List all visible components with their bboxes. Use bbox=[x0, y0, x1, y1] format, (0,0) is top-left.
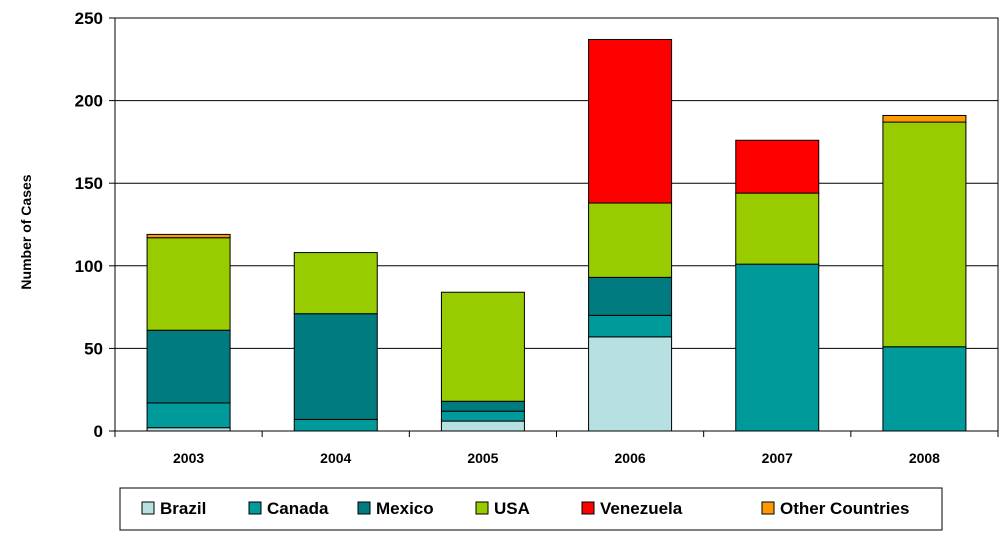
y-tick-label-250: 250 bbox=[75, 9, 103, 28]
bar-2005-canada bbox=[440, 410, 525, 422]
bar-2005-brazil bbox=[440, 420, 525, 432]
bar-2007-canada bbox=[735, 263, 820, 432]
bar-2004-usa bbox=[293, 252, 378, 315]
bar-2008-other-countries bbox=[882, 114, 967, 123]
legend-swatch-brazil bbox=[141, 501, 155, 515]
legend: Brazil Canada Mexico USA Venezuela Other Coun… bbox=[119, 487, 943, 531]
y-axis-title: Number of Cases bbox=[18, 174, 34, 289]
legend-label-mexico: Mexico bbox=[376, 499, 434, 518]
legend-swatch-canada bbox=[248, 501, 262, 515]
y-tick-label-200: 200 bbox=[75, 92, 103, 111]
bar-2005-usa bbox=[440, 291, 525, 402]
legend-swatch-venezuela bbox=[581, 501, 595, 515]
x-tick-label-2008: 2008 bbox=[909, 450, 940, 466]
x-tick-label-2005: 2005 bbox=[467, 450, 498, 466]
bar-2006-canada bbox=[588, 314, 673, 338]
bar-2003-mexico bbox=[146, 329, 231, 404]
bar-2003-other-countries bbox=[146, 233, 231, 239]
x-tick-label-2003: 2003 bbox=[173, 450, 204, 466]
plot-area-border bbox=[114, 17, 999, 432]
legend-swatch-other-countries bbox=[761, 501, 775, 515]
legend-label-venezuela: Venezuela bbox=[600, 499, 683, 518]
legend-label-canada: Canada bbox=[267, 499, 329, 518]
x-tick-label-2006: 2006 bbox=[615, 450, 646, 466]
bar-2003-usa bbox=[146, 237, 231, 331]
axes bbox=[109, 17, 999, 437]
legend-label-other-countries: Other Countries bbox=[780, 499, 909, 518]
bars bbox=[146, 38, 967, 432]
bar-2004-mexico bbox=[293, 313, 378, 420]
x-tick-labels: 2003 2004 2005 2006 2007 2008 bbox=[173, 450, 940, 466]
legend-swatch-mexico bbox=[357, 501, 371, 515]
bar-2005-mexico bbox=[440, 400, 525, 412]
gridlines bbox=[115, 17, 998, 349]
bar-2008-usa bbox=[882, 121, 967, 348]
bar-2008-canada bbox=[882, 346, 967, 432]
y-tick-label-150: 150 bbox=[75, 174, 103, 193]
bar-2006-venezuela bbox=[588, 38, 673, 204]
x-tick-label-2007: 2007 bbox=[762, 450, 793, 466]
bar-2004-canada bbox=[293, 418, 378, 432]
x-tick-label-2004: 2004 bbox=[320, 450, 351, 466]
bar-2007-usa bbox=[735, 192, 820, 265]
y-tick-label-50: 50 bbox=[84, 339, 103, 358]
bar-2006-mexico bbox=[588, 276, 673, 316]
y-tick-label-0: 0 bbox=[94, 422, 103, 441]
legend-label-usa: USA bbox=[494, 499, 530, 518]
bar-2007-venezuela bbox=[735, 139, 820, 194]
bar-2006-usa bbox=[588, 202, 673, 278]
legend-label-brazil: Brazil bbox=[160, 499, 206, 518]
legend-swatch-usa bbox=[475, 501, 489, 515]
y-tick-label-100: 100 bbox=[75, 257, 103, 276]
y-tick-labels: 0 50 100 150 200 250 bbox=[75, 9, 103, 441]
bar-2006-brazil bbox=[588, 336, 673, 432]
bar-2003-canada bbox=[146, 402, 231, 429]
